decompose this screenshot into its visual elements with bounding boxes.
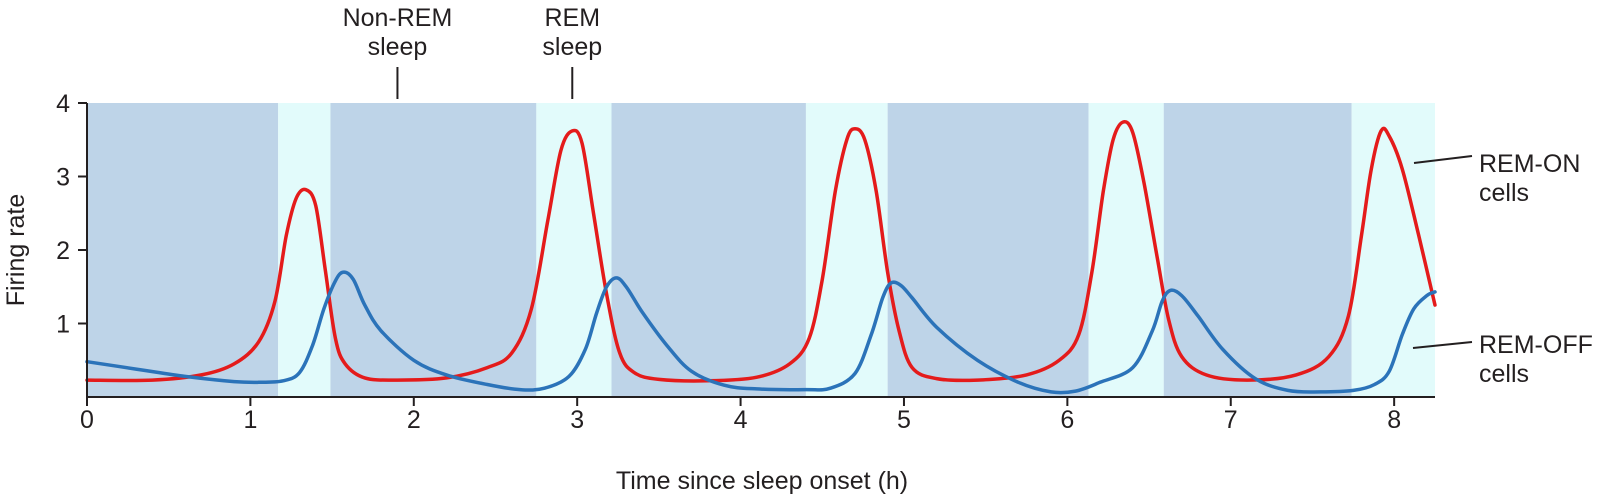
x-axis-title: Time since sleep onset (h) (616, 467, 908, 495)
non-rem-sleep-label: Non-REM sleep (343, 4, 453, 61)
y-tick-label-2: 2 (56, 237, 70, 265)
x-tick-label-4: 4 (734, 406, 748, 434)
x-tick-label-2: 2 (407, 406, 421, 434)
x-ticks: 0 1 2 3 4 5 6 7 8 (80, 397, 1401, 434)
y-ticks: 1 2 3 4 (56, 90, 87, 339)
rem-band-7 (1088, 103, 1164, 397)
nonrem-band-0 (87, 103, 279, 397)
y-tick-label-3: 3 (56, 164, 70, 192)
stage-annotations: Non-REM sleep REM sleep (343, 4, 602, 99)
nonrem-band-8 (1163, 103, 1352, 397)
y-tick-label-4: 4 (56, 90, 70, 118)
rem-band-5 (805, 103, 888, 397)
series-layer (85, 120, 1437, 395)
rem-sleep-label: REM sleep (542, 4, 602, 61)
nonrem-band-4 (611, 103, 806, 397)
x-tick-label-3: 3 (570, 406, 584, 434)
rem-off-cells-label: REM-OFF cells (1479, 331, 1593, 388)
x-tick-label-1: 1 (243, 406, 257, 434)
y-axis-title: Firing rate (2, 194, 30, 307)
rem-on-leader-line (1413, 155, 1473, 164)
rem-on-cells-label: REM-ON cells (1479, 150, 1580, 207)
x-tick-label-5: 5 (897, 406, 911, 434)
x-tick-label-8: 8 (1387, 406, 1401, 434)
y-tick-label-1: 1 (56, 311, 70, 339)
sleep-stage-bands (87, 103, 1435, 397)
x-tick-label-7: 7 (1224, 406, 1238, 434)
series-labels: REM-ON cells REM-OFF cells (1412, 150, 1593, 388)
x-tick-label-0: 0 (80, 406, 94, 434)
rem-off-cells-line (85, 270, 1437, 395)
rem-off-leader-line (1412, 341, 1473, 349)
nonrem-band-2 (330, 103, 537, 397)
nonrem-band-6 (887, 103, 1089, 397)
x-tick-label-6: 6 (1060, 406, 1074, 434)
rem-on-cells-line (85, 120, 1437, 383)
